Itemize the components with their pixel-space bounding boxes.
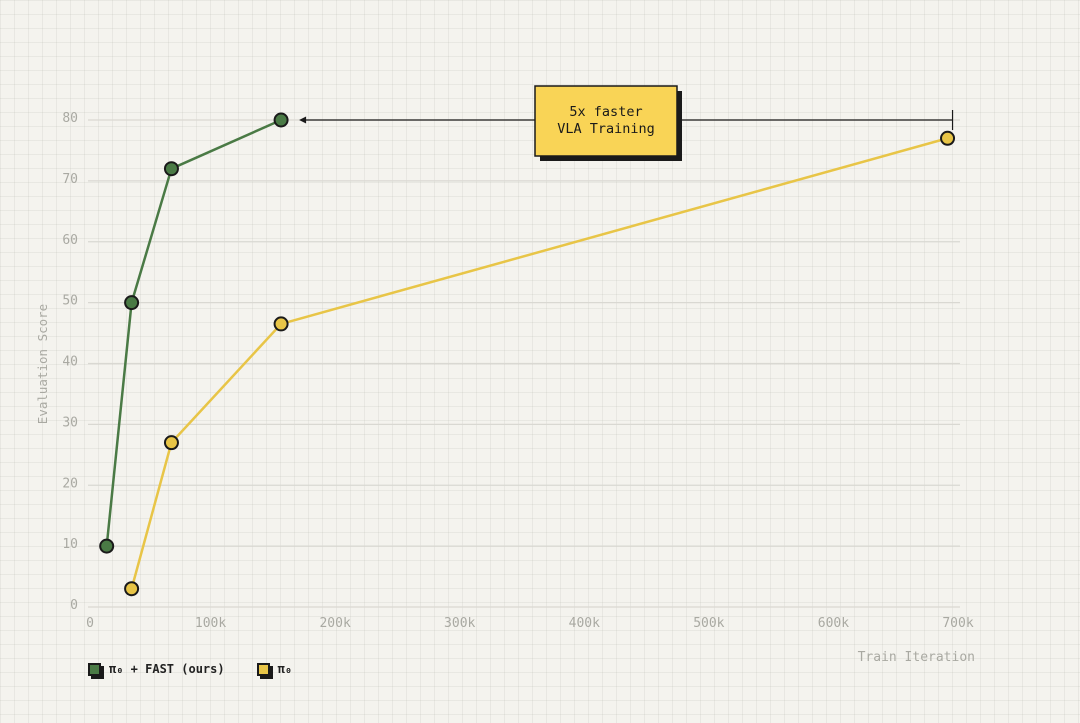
- data-point: [163, 435, 179, 451]
- data-point: [273, 112, 289, 128]
- data-point: [163, 161, 179, 177]
- series-layer: [99, 112, 956, 597]
- y-tick-label: 50: [62, 294, 78, 309]
- x-axis-label: Train Iteration: [858, 650, 975, 665]
- y-tick-labels: 0 10 20 30 40 50 60 70 80: [62, 111, 78, 613]
- legend-item-pi0: π₀: [256, 662, 293, 676]
- x-tick-label: 500k: [693, 616, 724, 631]
- grid-lines: [88, 119, 960, 608]
- y-tick-label: 20: [62, 476, 78, 491]
- x-tick-label: 0: [86, 616, 94, 631]
- y-tick-label: 30: [62, 415, 78, 430]
- legend: π₀ + FAST (ours) π₀: [88, 662, 292, 676]
- y-tick-label: 0: [70, 598, 78, 613]
- series-line: [130, 137, 948, 590]
- data-point: [124, 295, 140, 311]
- y-tick-label: 10: [62, 537, 78, 552]
- y-tick-label: 60: [62, 233, 78, 248]
- y-tick-label: 40: [62, 355, 78, 370]
- legend-swatch-pi0: [256, 662, 270, 676]
- data-point: [99, 538, 115, 554]
- data-point: [124, 581, 140, 597]
- x-tick-label: 100k: [195, 616, 226, 631]
- x-tick-label: 300k: [444, 616, 475, 631]
- legend-item-fast: π₀ + FAST (ours): [88, 662, 225, 676]
- x-tick-labels: 0 100k 200k 300k 400k 500k 600k 700k: [86, 616, 974, 631]
- y-tick-label: 70: [62, 172, 78, 187]
- x-tick-label: 200k: [319, 616, 350, 631]
- annotation-arrowhead: [299, 116, 307, 124]
- x-tick-label: 600k: [818, 616, 849, 631]
- legend-label-fast: π₀ + FAST (ours): [109, 662, 225, 676]
- legend-label-pi0: π₀: [277, 662, 293, 676]
- annotation-box: [534, 85, 678, 157]
- y-tick-label: 80: [62, 111, 78, 126]
- data-point: [940, 130, 956, 146]
- y-axis-label: Evaluation Score: [35, 304, 50, 424]
- legend-swatch-fast: [88, 662, 101, 676]
- annotation-text-line: VLA Training: [557, 121, 655, 137]
- series-line: [105, 118, 282, 547]
- x-tick-label: 400k: [569, 616, 600, 631]
- annotation-text-line: 5x faster: [569, 104, 642, 120]
- data-point: [273, 316, 289, 332]
- x-tick-label: 700k: [942, 616, 973, 631]
